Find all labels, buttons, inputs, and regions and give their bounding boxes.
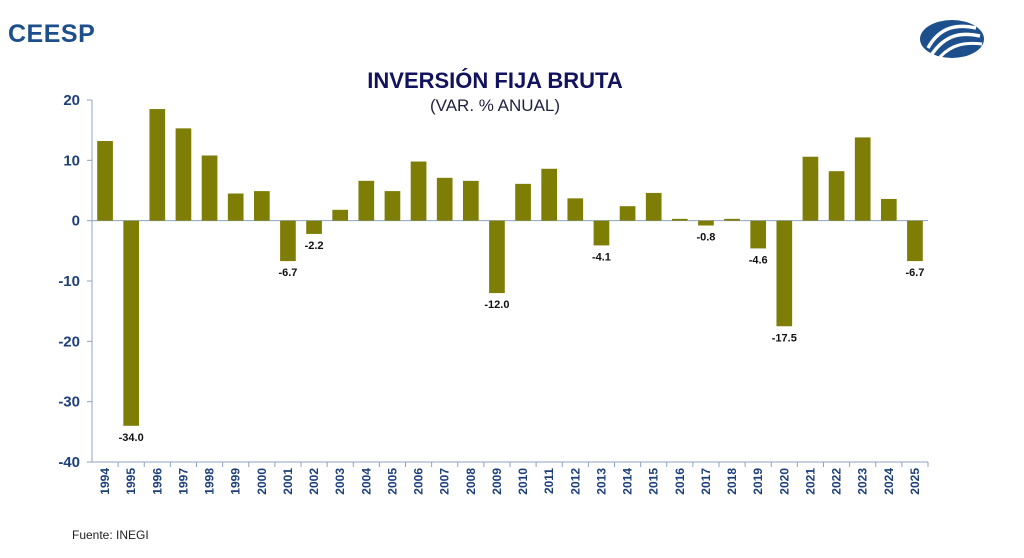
bar-2019 — [750, 220, 767, 249]
x-tick-label: 1994 — [98, 468, 112, 495]
bar-2024 — [880, 198, 897, 221]
bar-2025 — [907, 220, 923, 262]
bar-2020 — [776, 220, 793, 327]
bar-1999 — [227, 193, 244, 221]
x-tick-label: 2010 — [516, 468, 530, 495]
bar-2014 — [619, 206, 636, 221]
x-tick-label: 2021 — [803, 468, 817, 495]
x-tick-label: 2003 — [333, 468, 347, 495]
y-tick-label: 0 — [72, 213, 80, 230]
x-tick-label: 2018 — [725, 468, 739, 495]
x-tick-label: 2024 — [882, 468, 896, 495]
bar-2006 — [410, 161, 427, 221]
x-tick-label: 2006 — [412, 468, 426, 495]
y-tick-label: -10 — [58, 273, 80, 290]
bar-2011 — [541, 168, 558, 221]
x-tick-label: 2007 — [438, 468, 452, 495]
x-tick-label: 2011 — [542, 468, 556, 494]
data-label: -4.6 — [749, 254, 768, 266]
y-tick-label: -40 — [58, 454, 80, 471]
y-tick-label: -30 — [58, 394, 80, 411]
x-tick-label: 2020 — [777, 468, 791, 495]
x-tick-label: 2017 — [699, 468, 713, 495]
bar-2015 — [645, 192, 662, 221]
bar-1994 — [97, 141, 113, 221]
bar-2021 — [802, 156, 819, 221]
x-tick-label: 2022 — [830, 468, 844, 495]
x-tick-label: 1997 — [176, 468, 190, 495]
y-tick-label: 10 — [63, 152, 80, 169]
bar-2012 — [567, 198, 584, 221]
source-note: Fuente: INEGI — [72, 528, 149, 542]
x-tick-label: 2023 — [856, 468, 870, 495]
bar-2000 — [253, 191, 270, 221]
x-tick-label: 2005 — [385, 468, 399, 495]
x-tick-label: 1999 — [229, 468, 243, 495]
data-label: -6.7 — [905, 267, 924, 279]
bar-2007 — [436, 177, 453, 221]
bar-2018 — [724, 218, 740, 221]
bar-2005 — [384, 191, 401, 221]
data-label: -17.5 — [772, 332, 797, 344]
bar-2004 — [358, 180, 375, 221]
data-label: -34.0 — [119, 432, 144, 444]
x-tick-label: 2009 — [490, 468, 504, 495]
data-label: -2.2 — [305, 240, 324, 252]
bar-2008 — [462, 180, 479, 221]
bar-1998 — [201, 155, 218, 221]
data-label: -6.7 — [278, 267, 297, 279]
x-tick-label: 2016 — [673, 468, 687, 495]
brand-name: CEESP — [8, 20, 96, 48]
x-tick-label: 2013 — [594, 468, 608, 495]
ceesp-logo-icon — [920, 20, 984, 59]
x-tick-label: 1995 — [124, 468, 138, 495]
x-tick-label: 2012 — [568, 468, 582, 495]
bar-2013 — [593, 220, 610, 246]
data-label: -12.0 — [484, 299, 509, 311]
data-label: -4.1 — [592, 251, 611, 263]
x-tick-label: 2000 — [255, 468, 269, 495]
x-tick-label: 2019 — [751, 468, 765, 495]
x-tick-label: 2002 — [307, 468, 321, 495]
bar-2022 — [828, 171, 845, 221]
x-tick-label: 2014 — [621, 468, 635, 495]
bar-2016 — [671, 218, 688, 221]
x-tick-label: 2015 — [647, 468, 661, 495]
x-tick-label: 2001 — [281, 468, 295, 495]
x-tick-label: 2008 — [464, 468, 478, 495]
bar-2009 — [489, 220, 505, 294]
bar-2023 — [854, 137, 871, 221]
bar-2003 — [332, 209, 349, 221]
bar-2002 — [306, 220, 322, 234]
bar-1995 — [123, 220, 140, 426]
y-tick-label: -20 — [58, 333, 80, 350]
x-tick-label: 1996 — [150, 468, 164, 495]
bar-2001 — [280, 220, 296, 262]
chart-title: INVERSIÓN FIJA BRUTA — [367, 68, 623, 93]
y-tick-label: 20 — [63, 92, 80, 109]
data-label: -0.8 — [696, 231, 715, 243]
bar-2017 — [698, 220, 714, 226]
x-tick-label: 2025 — [908, 468, 922, 495]
x-tick-label: 2004 — [359, 468, 373, 495]
x-tick-label: 1998 — [203, 468, 217, 495]
bar-1997 — [175, 128, 192, 221]
chart-subtitle: (VAR. % ANUAL) — [429, 96, 561, 115]
bar-1996 — [149, 109, 166, 221]
bar-2010 — [515, 183, 531, 221]
